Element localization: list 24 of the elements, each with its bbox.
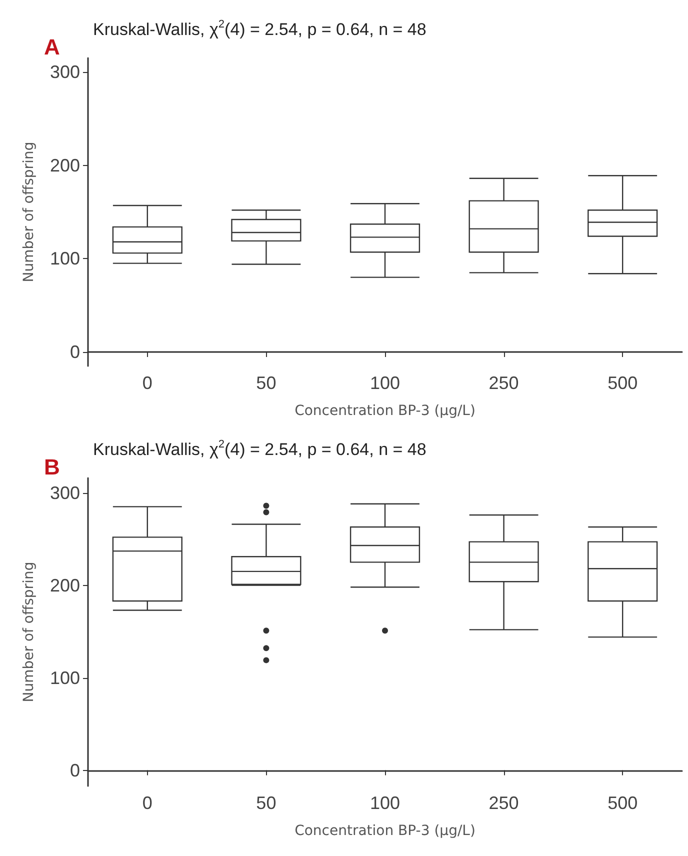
x-tick-label: 100 [370, 373, 400, 393]
y-tick-label: 200 [50, 155, 80, 176]
x-tick-label: 500 [608, 793, 638, 813]
y-axis-title: Number of offspring [21, 562, 37, 702]
x-tick-label: 50 [256, 373, 276, 393]
x-tick-label: 100 [370, 793, 400, 813]
x-axis-title: Concentration BP-3 (μg/L) [294, 403, 476, 419]
y-tick-label: 300 [50, 62, 80, 82]
x-tick-label: 500 [608, 373, 638, 393]
text: B [44, 454, 60, 480]
x-tick-label: 0 [142, 373, 152, 393]
y-tick-label: 100 [50, 668, 80, 688]
y-tick-label: 300 [50, 482, 80, 503]
text: A [44, 34, 60, 60]
x-axis-title: Concentration BP-3 (μg/L) [294, 823, 476, 839]
y-tick-label: 100 [50, 248, 80, 269]
x-tick-label: 50 [256, 793, 276, 813]
x-tick-label: 250 [488, 793, 519, 813]
y-tick-label: 0 [70, 760, 80, 780]
y-axis-title: Number of offspring [21, 142, 37, 282]
y-tick-label: 200 [50, 575, 80, 596]
x-tick-label: 0 [142, 793, 152, 813]
x-tick-label: 250 [488, 373, 519, 393]
y-tick-label: 0 [70, 342, 80, 362]
